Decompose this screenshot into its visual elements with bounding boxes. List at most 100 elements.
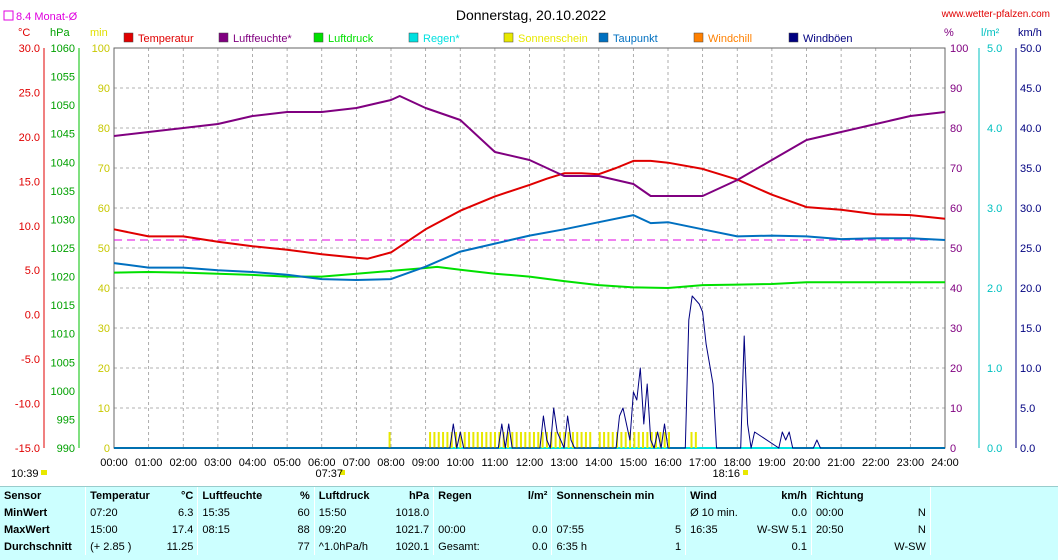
- rain-tick: 5.0: [987, 43, 1002, 55]
- sunshine-bar: [624, 432, 627, 448]
- humidity-tick: 70: [950, 163, 962, 175]
- cell: N: [917, 506, 926, 519]
- humidity-tick: 40: [950, 283, 962, 295]
- humidity-tick: 100: [950, 43, 968, 55]
- humidity-tick: 50: [950, 243, 962, 255]
- time-tick: 06:00: [308, 457, 336, 469]
- time-tick: 23:00: [897, 457, 925, 469]
- sunshine-bar: [633, 432, 636, 448]
- sunshine-bar: [524, 432, 527, 448]
- cell: [810, 538, 879, 555]
- time-tick: 03:00: [204, 457, 232, 469]
- wind-tick: 50.0: [1020, 43, 1041, 55]
- axes: [43, 48, 1017, 448]
- cell: [197, 538, 269, 555]
- pressure-tick: 1055: [51, 72, 75, 84]
- time-tick: 11:00: [482, 457, 509, 469]
- sun-icon: [41, 470, 47, 475]
- stats-panel: Sensor Temperatur °C Luftfeuchte % Luftd…: [0, 486, 1058, 560]
- wind-tick: 10.0: [1020, 363, 1041, 375]
- sunshine-bar: [537, 432, 540, 448]
- humidity-unit: %: [944, 27, 954, 39]
- cell: 1021.7: [395, 523, 430, 536]
- site-url[interactable]: www.wetter-pfalzen.com: [941, 9, 1050, 20]
- col-rain: Regen: [433, 487, 501, 504]
- sunshine-bar: [589, 432, 592, 448]
- stats-header-row: Sensor Temperatur °C Luftfeuchte % Luftd…: [0, 487, 1058, 504]
- sunshine-bar: [554, 432, 557, 448]
- time-tick: 12:00: [516, 457, 544, 469]
- cell: [551, 504, 659, 521]
- cell: 0.0: [791, 506, 807, 519]
- pressure-tick: 1030: [51, 214, 75, 226]
- sunshine-bar: [611, 432, 614, 448]
- pressure-unit: hPa: [50, 27, 70, 39]
- sunshine-bar: [598, 432, 601, 448]
- sunshine-bar: [576, 432, 579, 448]
- humidity-tick: 90: [950, 83, 962, 95]
- col-sun: Sonnenschein min: [551, 487, 659, 504]
- legend-swatch: [503, 32, 514, 43]
- time-tick: 01:00: [135, 457, 163, 469]
- sunshine-bar: [433, 432, 436, 448]
- cell: 0.0: [532, 540, 548, 553]
- pressure-tick: 1015: [51, 300, 75, 312]
- sunshine-bar: [637, 432, 640, 448]
- pressure-tick: 1050: [51, 100, 75, 112]
- sunshine-bar: [463, 432, 466, 448]
- sunshine-bar: [429, 432, 432, 448]
- time-tick: 04:00: [239, 457, 267, 469]
- legend-label: Temperatur: [138, 33, 194, 45]
- col-hum: Luftfeuchte: [197, 487, 269, 504]
- sunset-time: 18:16: [712, 468, 740, 480]
- temp-tick: 15.0: [19, 176, 40, 188]
- sunshine-bar: [515, 432, 518, 448]
- cell: 77: [297, 540, 310, 553]
- cell: 07:55: [551, 521, 659, 538]
- sun-tick: 10: [98, 403, 110, 415]
- sunset-icon: [743, 470, 748, 475]
- cell: 1020.1: [395, 540, 430, 553]
- col-dir: Richtung: [810, 487, 879, 504]
- legend: Temperatur Luftfeuchte* Luftdruck Regen* Son…: [123, 32, 853, 45]
- legend-label: Luftdruck: [328, 33, 374, 45]
- cell: 11.25: [166, 540, 194, 553]
- time-tick: 05:00: [273, 457, 301, 469]
- sunshine-bar: [511, 432, 514, 448]
- time-tick: 02:00: [169, 457, 197, 469]
- wind-tick: 5.0: [1020, 403, 1035, 415]
- sunshine-bar: [571, 432, 574, 448]
- humidity-tick: 10: [950, 403, 962, 415]
- wind-unit: km/h: [1018, 27, 1042, 39]
- col-hum-unit: %: [300, 489, 310, 502]
- cell: 6:35 h: [551, 538, 659, 555]
- rain-tick: 0.0: [987, 443, 1002, 455]
- rain-tick: 3.0: [987, 203, 1002, 215]
- sunshine-bar: [580, 432, 583, 448]
- time-tick: 17:00: [689, 457, 717, 469]
- temp-tick: 25.0: [19, 87, 40, 99]
- rain-unit: l/m²: [981, 27, 1000, 39]
- legend-swatch: [788, 32, 799, 43]
- sunshine-bar: [541, 432, 544, 448]
- time-tick: 10:00: [446, 457, 474, 469]
- legend-label: Windböen: [803, 33, 853, 45]
- sunshine-bar: [646, 432, 649, 448]
- time-tick: 21:00: [827, 457, 855, 469]
- legend-swatch: [123, 32, 134, 43]
- wind-tick: 20.0: [1020, 283, 1041, 295]
- time-tick: 14:00: [585, 457, 613, 469]
- cell: 1018.0: [395, 506, 430, 519]
- temp-tick: 10.0: [19, 221, 40, 233]
- cell: 0.0: [532, 523, 548, 536]
- series-taupunkt: [113, 214, 946, 281]
- sunshine-bar: [694, 432, 697, 448]
- cell: 09:20: [313, 521, 384, 538]
- series-luftfeuchte: [113, 95, 946, 197]
- cell: 15:50: [313, 504, 384, 521]
- sunshine-bar: [388, 432, 391, 448]
- sunrise-icon: [340, 470, 345, 475]
- sun-tick: 90: [98, 83, 110, 95]
- time-tick: 15:00: [620, 457, 648, 469]
- temp-unit: °C: [18, 27, 30, 39]
